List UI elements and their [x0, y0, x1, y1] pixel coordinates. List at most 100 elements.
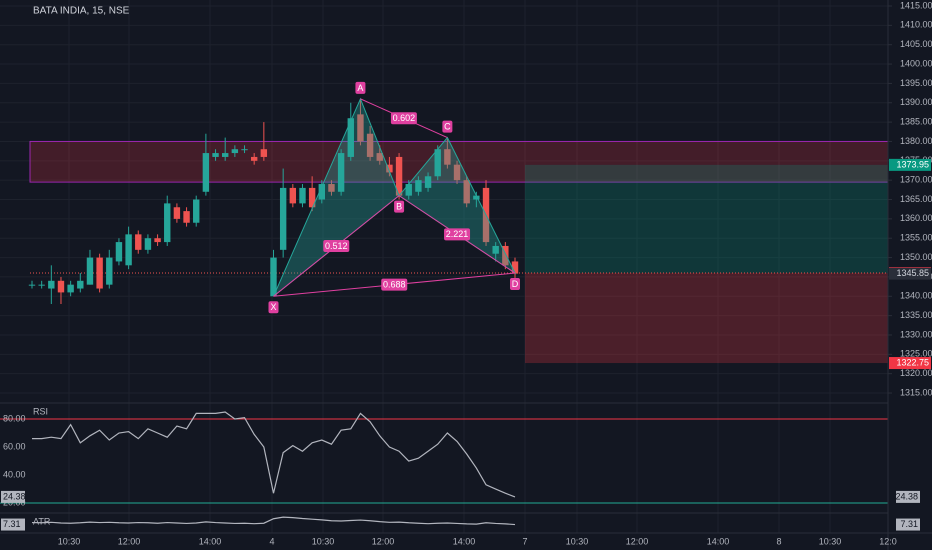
ratio-label: 2.221 — [446, 229, 469, 239]
indicator-line — [32, 411, 516, 498]
value-tag-label: 24.38 — [3, 491, 26, 501]
candle-body — [135, 234, 142, 250]
x-tick-label: 10:30 — [819, 536, 842, 546]
value-tag-label: 24.38 — [895, 491, 918, 501]
candle-body — [96, 257, 103, 289]
y-tick-label: 1320.00 — [900, 368, 932, 378]
candle-body — [183, 211, 190, 223]
candle-body — [386, 164, 393, 173]
x-tick-label: 12:00 — [118, 536, 141, 546]
candle-body — [86, 257, 94, 285]
chart-title: BATA INDIA, 15, NSE — [33, 6, 130, 17]
y-tick-label: 1325.00 — [900, 349, 932, 359]
point-tag — [442, 120, 453, 133]
candle-body — [154, 238, 161, 243]
x-tick-label: 10:30 — [312, 536, 335, 546]
candle-body — [67, 284, 74, 293]
point-label: X — [270, 302, 276, 312]
y-tick-label: 1370.00 — [900, 175, 932, 185]
candle-body — [38, 284, 45, 286]
y-tick-label: 1335.00 — [900, 310, 932, 320]
value-tag-label: 7.31 — [900, 519, 918, 529]
candle-body — [270, 257, 277, 297]
x-tick-label: 10:30 — [58, 536, 81, 546]
candle-body — [376, 153, 383, 161]
ratio-tag — [381, 278, 408, 291]
y-tick-label: 1360.00 — [900, 213, 932, 223]
candle-body — [144, 238, 152, 250]
y-tick-label: 1405.00 — [900, 39, 932, 49]
x-tick-label: 8 — [776, 536, 781, 546]
y-tick-label: 1340.00 — [900, 291, 932, 301]
candle-body — [164, 203, 171, 243]
point-label: C — [444, 121, 451, 131]
candle-body — [212, 153, 219, 157]
price-tag-label: 1345.85 — [896, 268, 929, 278]
profit-zone — [525, 164, 888, 274]
price-tag — [889, 267, 931, 280]
candle-body — [250, 156, 258, 161]
price-tag — [889, 357, 931, 370]
candle-body — [173, 207, 181, 219]
candle-body — [318, 184, 325, 200]
candle-body — [299, 187, 306, 204]
y-tick-label: 1410.00 — [900, 20, 932, 30]
y-tick-label: 40.00 — [3, 469, 26, 479]
candle-body — [444, 149, 451, 165]
candle-body — [463, 180, 470, 204]
y-tick-label: 1380.00 — [900, 136, 932, 146]
candle-body — [366, 133, 374, 157]
ratio-tag — [444, 228, 471, 241]
candle-body — [279, 187, 287, 250]
candle-body — [337, 153, 345, 192]
point-tag — [268, 301, 279, 314]
y-tick-label: 1390.00 — [900, 97, 932, 107]
candle-body — [424, 176, 432, 188]
x-tick-label: 7 — [522, 536, 527, 546]
y-tick-label: 1415.00 — [900, 0, 932, 10]
y-tick-label: 1385.00 — [900, 116, 932, 126]
loss-zone — [525, 273, 888, 364]
price-tag-label: 1322.75 — [896, 357, 929, 367]
x-tick-label: 14:00 — [453, 536, 476, 546]
candle-body — [502, 245, 509, 266]
candle-body — [193, 199, 200, 223]
value-tag-label: 7.31 — [3, 519, 21, 529]
candle-body — [473, 195, 480, 200]
pane-title: ATR — [33, 516, 51, 526]
y-tick-label: 1365.00 — [900, 194, 932, 204]
grid — [0, 0, 889, 533]
candle-body — [308, 187, 316, 208]
candle-body — [28, 284, 36, 286]
candle-body — [289, 187, 297, 204]
candle-body — [115, 242, 123, 262]
candle-body — [357, 114, 364, 142]
y-tick-label: 1330.00 — [900, 329, 932, 339]
ratio-tag — [390, 112, 417, 125]
point-tag — [355, 81, 366, 94]
y-tick-label: 1315.00 — [900, 387, 932, 397]
ratio-label: 0.688 — [383, 280, 406, 290]
candle-body — [106, 257, 113, 285]
value-tag — [896, 490, 920, 503]
candle-body — [241, 149, 248, 151]
ratio-label: 0.512 — [325, 241, 348, 251]
x-tick-label: 4 — [269, 536, 274, 546]
ratio-tag — [323, 239, 350, 252]
candle-body — [260, 149, 268, 157]
x-tick-label: 10:30 — [566, 536, 589, 546]
candle-body — [48, 280, 55, 289]
candle-body — [57, 280, 65, 293]
candle-body — [347, 118, 354, 157]
candle-body — [231, 149, 239, 154]
point-label: A — [357, 83, 363, 93]
price-tag-label: 1373.95 — [896, 159, 929, 169]
x-tick-label: 12:00 — [626, 536, 649, 546]
y-tick-label: 1400.00 — [900, 58, 932, 68]
candle-body — [415, 180, 422, 192]
candle-body — [492, 245, 499, 254]
point-tag — [394, 200, 405, 213]
candle-body — [125, 234, 132, 266]
